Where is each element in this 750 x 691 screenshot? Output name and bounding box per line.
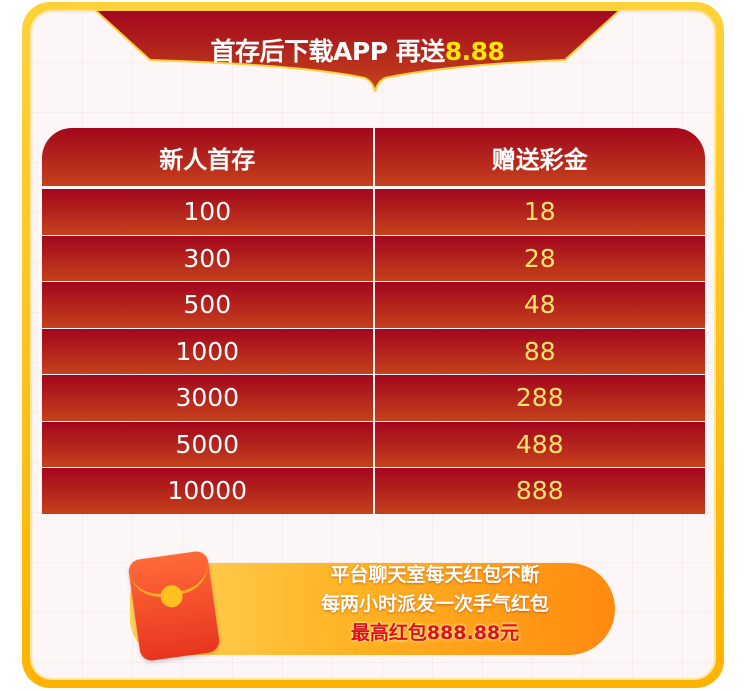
table-header: 新人首存 赠送彩金 [42, 128, 705, 186]
deposit-cell: 5000 [42, 421, 373, 467]
promo-line-1: 平台聊天室每天红包不断 [330, 564, 540, 586]
bonus-cell: 48 [374, 282, 705, 328]
table-row: 5000 488 [42, 421, 705, 467]
banner-title: 首存后下载APP 再送8.88 [210, 37, 505, 66]
table-row: 3000 288 [42, 375, 705, 421]
table-row: 300 28 [42, 235, 705, 281]
promo-text: 平台聊天室每天红包不断 每两小时派发一次手气红包 最高红包888.88元 [270, 561, 600, 648]
deposit-cell: 10000 [42, 468, 373, 514]
table-row: 500 48 [42, 282, 705, 328]
deposit-cell: 1000 [42, 328, 373, 374]
header-bonus: 赠送彩金 [374, 128, 705, 186]
table-row: 100 18 [42, 189, 705, 235]
promo-line-3: 最高红包888.88元 [350, 622, 520, 644]
promo-banner: 平台聊天室每天红包不断 每两小时派发一次手气红包 最高红包888.88元 [120, 549, 620, 663]
bonus-cell: 288 [374, 375, 705, 421]
table-row: 1000 88 [42, 328, 705, 374]
banner-highlight: 8.88 [444, 37, 505, 66]
bonus-cell: 88 [374, 328, 705, 374]
bonus-cell: 488 [374, 421, 705, 467]
header-deposit: 新人首存 [42, 128, 373, 186]
bonus-cell: 28 [374, 235, 705, 281]
bonus-cell: 18 [374, 189, 705, 235]
deposit-cell: 500 [42, 282, 373, 328]
red-envelope-icon [127, 549, 221, 663]
deposit-cell: 3000 [42, 375, 373, 421]
deposit-cell: 300 [42, 235, 373, 281]
title-banner: 首存后下载APP 再送8.88 [95, 10, 620, 92]
deposit-cell: 100 [42, 189, 373, 235]
bonus-cell: 888 [374, 468, 705, 514]
promo-line-2: 每两小时派发一次手气红包 [320, 593, 549, 615]
table-row: 10000 888 [42, 468, 705, 514]
bonus-table: 新人首存 赠送彩金 100 18 300 28 500 48 1000 88 3000 288 50… [42, 128, 705, 515]
